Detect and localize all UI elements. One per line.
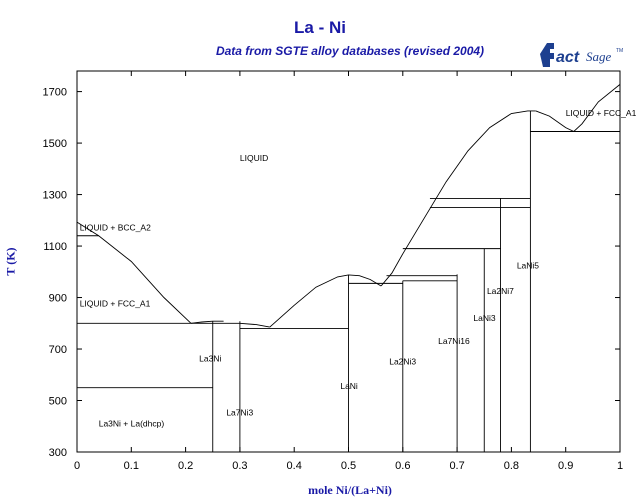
y-tick-label: 500 — [49, 396, 67, 408]
factsage-logo: act Sage TM — [540, 43, 623, 67]
x-tick-label: 0.1 — [124, 460, 139, 472]
y-tick-label: 1300 — [43, 190, 67, 202]
phase-region-label: La2Ni3 — [389, 356, 416, 366]
x-tick-label: 0 — [74, 460, 80, 472]
chart-title: La - Ni — [294, 18, 346, 37]
x-tick-label: 0.5 — [341, 460, 356, 472]
svg-text:Sage: Sage — [586, 49, 612, 64]
x-tick-label: 0.3 — [232, 460, 247, 472]
y-tick-label: 1500 — [43, 138, 67, 150]
phase-region-label: LIQUID — [240, 153, 268, 163]
phase-region-label: LIQUID + FCC_A1 — [80, 299, 151, 309]
x-tick-label: 0.4 — [287, 460, 302, 472]
x-tick-label: 0.2 — [178, 460, 193, 472]
phase-boundary-curve — [76, 221, 192, 324]
svg-text:act: act — [556, 49, 580, 66]
x-tick-label: 0.8 — [504, 460, 519, 472]
x-tick-label: 0.7 — [449, 460, 464, 472]
phase-region-label: LIQUID + FCC_A1 — [566, 108, 637, 118]
phase-region-label: LaNi5 — [517, 261, 539, 271]
x-tick-label: 0.6 — [395, 460, 410, 472]
y-axis-title: T (K) — [3, 247, 18, 276]
y-tick-label: 300 — [49, 447, 67, 459]
x-tick-label: 1 — [617, 460, 623, 472]
svg-text:TM: TM — [616, 48, 623, 54]
chart-subtitle: Data from SGTE alloy databases (revised … — [215, 44, 485, 58]
phase-region-label: La2Ni7 — [487, 286, 514, 296]
phase-region-label: La7Ni3 — [226, 407, 253, 417]
y-tick-label: 700 — [49, 344, 67, 356]
phase-region-label: LaNi — [340, 381, 358, 391]
phase-region-label: La3Ni + La(dhcp) — [99, 418, 165, 428]
phase-region-label: LIQUID + BCC_A2 — [80, 223, 151, 233]
x-axis-title: mole Ni/(La+Ni) — [308, 483, 392, 497]
phase-region-label: La3Ni — [199, 353, 221, 363]
phase-region-label: LaNi3 — [473, 313, 495, 323]
phase-boundary-curve — [380, 110, 536, 287]
phase-boundary-curve — [269, 274, 382, 328]
phase-region-label: La7Ni16 — [438, 336, 470, 346]
phase-boundary-curve — [239, 322, 270, 328]
phase-boundary-curve — [190, 320, 224, 324]
y-tick-label: 900 — [49, 293, 67, 305]
y-tick-label: 1700 — [43, 87, 67, 99]
x-tick-label: 0.9 — [558, 460, 573, 472]
y-tick-label: 1100 — [43, 241, 67, 253]
